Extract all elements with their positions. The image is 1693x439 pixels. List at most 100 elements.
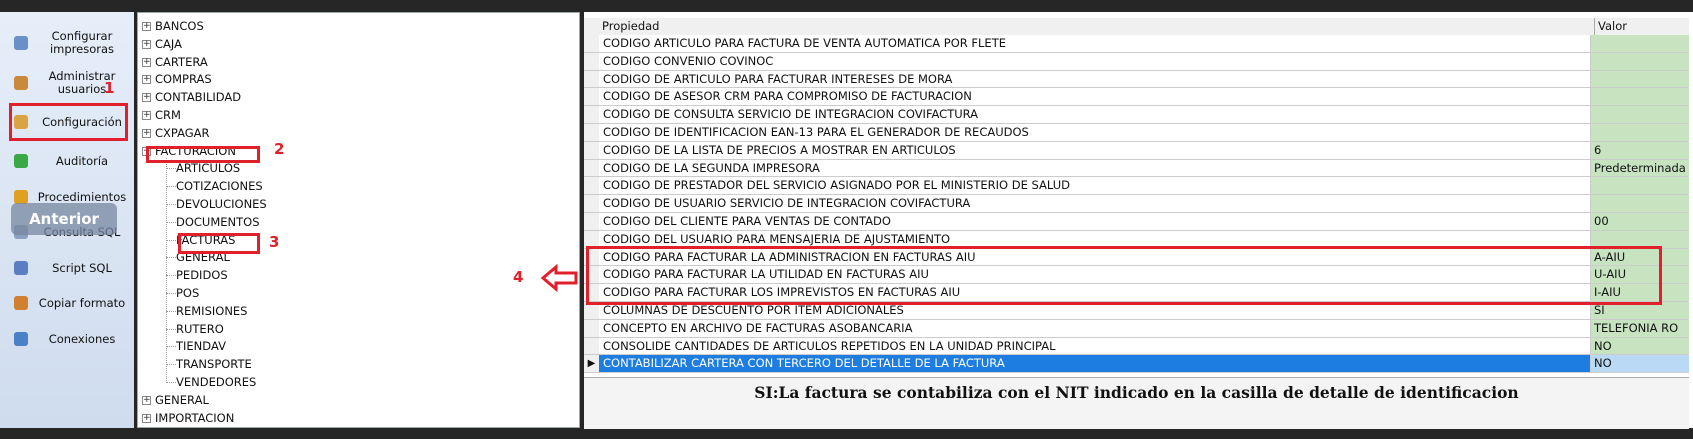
sidebar-icon <box>14 154 28 168</box>
row-header <box>584 52 599 71</box>
value-cell[interactable] <box>1591 106 1689 124</box>
tree-node[interactable]: DEVOLUCIONES <box>176 197 267 211</box>
annotation-number: 3 <box>269 233 280 251</box>
tree-node[interactable]: COMPRAS <box>155 72 212 87</box>
sidebar-button[interactable]: Auditoría <box>55 153 109 168</box>
sidebar-button[interactable]: Copiar formato <box>38 295 126 310</box>
tree-connector <box>166 328 176 330</box>
tree-node[interactable]: TIENDAV <box>176 339 226 354</box>
property-cell[interactable]: COLUMNAS DE DESCUENTO POR ITEM ADICIONAL… <box>599 302 1591 320</box>
property-cell[interactable]: CONSOLIDE CANTIDADES DE ARTICULOS REPETI… <box>599 337 1591 356</box>
property-cell[interactable]: CODIGO DE USUARIO SERVICIO DE INTEGRACIO… <box>599 195 1591 213</box>
property-cell[interactable]: CODIGO PARA FACTURAR LA ADMINISTRACION E… <box>599 248 1591 267</box>
highlight-box <box>586 246 1662 305</box>
property-cell[interactable]: CONCEPTO EN ARCHIVO DE FACTURAS ASOBANCA… <box>599 319 1591 338</box>
tree-node[interactable]: RUTERO <box>176 321 224 336</box>
sidebar-icon <box>14 332 28 346</box>
row-header <box>584 70 599 89</box>
tree-connector <box>166 346 176 348</box>
value-cell[interactable]: U-AIU <box>1591 266 1689 285</box>
tree-node[interactable]: CXPAGAR <box>155 125 210 140</box>
tree-expander: + <box>142 127 151 138</box>
row-header <box>584 337 599 356</box>
tree-connector <box>166 204 176 205</box>
sidebar-icon <box>14 296 28 310</box>
tree-node[interactable]: VENDEDORES <box>176 375 257 389</box>
value-cell[interactable] <box>1591 88 1689 107</box>
property-cell[interactable]: CODIGO PARA FACTURAR LA UTILIDAD EN FACT… <box>599 266 1591 285</box>
tree-expander: + <box>142 110 151 120</box>
tree-expander: + <box>142 56 151 67</box>
row-header <box>584 35 599 53</box>
sidebar-icon <box>14 190 28 204</box>
tree-node[interactable]: ARTICULOS <box>176 161 241 176</box>
value-cell[interactable] <box>1591 35 1689 53</box>
property-cell[interactable]: CONTABILIZAR CARTERA CON TERCERO DEL DET… <box>599 355 1591 374</box>
grid-header <box>584 18 1689 36</box>
row-header <box>584 177 599 196</box>
sidebar-button[interactable]: Conexiones <box>48 331 116 346</box>
tree-node[interactable]: BANCOS <box>155 19 204 33</box>
sidebar-button[interactable]: Script SQL <box>52 260 112 275</box>
value-cell[interactable]: I-AIU <box>1591 284 1689 302</box>
tree-node[interactable]: POS <box>176 286 200 300</box>
value-cell[interactable] <box>1591 70 1689 89</box>
highlight-box <box>9 103 128 141</box>
highlight-box <box>146 146 260 163</box>
property-cell[interactable]: CODIGO DE PRESTADOR DEL SERVICIO ASIGNAD… <box>599 177 1591 196</box>
tree-node[interactable]: CARTERA <box>155 54 208 69</box>
value-cell[interactable]: SI <box>1591 302 1689 320</box>
sidebar-button[interactable]: Procedimientos <box>37 189 127 204</box>
property-cell[interactable]: CODIGO CONVENIO COVINOC <box>599 52 1591 71</box>
property-cell[interactable]: CODIGO DE IDENTIFICACION EAN-13 PARA EL … <box>599 124 1591 142</box>
value-cell[interactable]: 00 <box>1591 213 1689 231</box>
description-panel <box>584 377 1689 429</box>
property-cell[interactable]: CODIGO PARA FACTURAR LOS IMPREVISTOS EN … <box>599 284 1591 302</box>
property-cell[interactable]: CODIGO DE CONSULTA SERVICIO DE INTEGRACI… <box>599 106 1591 124</box>
tree-node[interactable]: TRANSPORTE <box>176 357 252 372</box>
tree-node[interactable]: CAJA <box>155 36 182 51</box>
tree-node[interactable]: GENERAL <box>155 392 209 407</box>
tree-connector <box>166 382 176 383</box>
property-cell[interactable]: CODIGO DEL CLIENTE PARA VENTAS DE CONTAD… <box>599 213 1591 231</box>
property-cell[interactable]: CODIGO DE LA LISTA DE PRECIOS A MOSTRAR … <box>599 141 1591 160</box>
row-header <box>584 159 599 178</box>
annotation-number: 2 <box>274 140 285 158</box>
tree-node[interactable]: REMISIONES <box>176 303 248 318</box>
row-header <box>584 319 599 338</box>
property-cell[interactable]: CODIGO DE ASESOR CRM PARA COMPROMISO DE … <box>599 88 1591 107</box>
property-cell[interactable]: CODIGO DE LA SEGUNDA IMPRESORA <box>599 159 1591 178</box>
tree-node[interactable]: COTIZACIONES <box>176 179 263 194</box>
value-cell[interactable]: NO <box>1591 337 1689 356</box>
row-header <box>584 302 599 320</box>
tree-node[interactable]: CONTABILIDAD <box>155 90 242 105</box>
sidebar-button[interactable]: Configurar impresoras <box>49 29 115 56</box>
property-cell[interactable]: CODIGO ARTICULO PARA FACTURA DE VENTA AU… <box>599 35 1591 53</box>
tree-node[interactable]: CRM <box>155 108 181 122</box>
tree-connector <box>166 239 176 241</box>
tree-node[interactable]: FACTURAS <box>176 232 236 247</box>
tree-connector <box>166 275 176 277</box>
tree-node[interactable]: IMPORTACION <box>155 410 235 425</box>
row-header <box>584 195 599 213</box>
tree-connector <box>166 186 176 188</box>
sidebar-button[interactable]: Administrar usuarios <box>48 69 116 96</box>
value-cell[interactable] <box>1591 195 1689 213</box>
value-cell[interactable]: NO <box>1591 355 1689 374</box>
value-cell[interactable]: A-AIU <box>1591 248 1689 267</box>
value-cell[interactable]: 6 <box>1591 141 1689 160</box>
value-cell[interactable] <box>1591 124 1689 142</box>
sidebar-button[interactable]: Configuración <box>42 114 122 129</box>
tree-node[interactable]: DOCUMENTOS <box>176 214 260 229</box>
value-cell[interactable] <box>1591 177 1689 196</box>
column-header: Propiedad <box>602 19 660 33</box>
annotation-number: 4 <box>513 268 524 286</box>
value-cell[interactable]: Predeterminada <box>1591 159 1689 178</box>
property-cell[interactable]: CODIGO DE ARTICULO PARA FACTURAR INTERES… <box>599 70 1591 89</box>
row-header <box>584 213 599 231</box>
value-cell[interactable] <box>1591 52 1689 71</box>
tree-node[interactable]: PEDIDOS <box>176 268 228 283</box>
tree-expander: + <box>142 92 151 103</box>
value-cell[interactable]: TELEFONIA RO <box>1591 319 1689 338</box>
